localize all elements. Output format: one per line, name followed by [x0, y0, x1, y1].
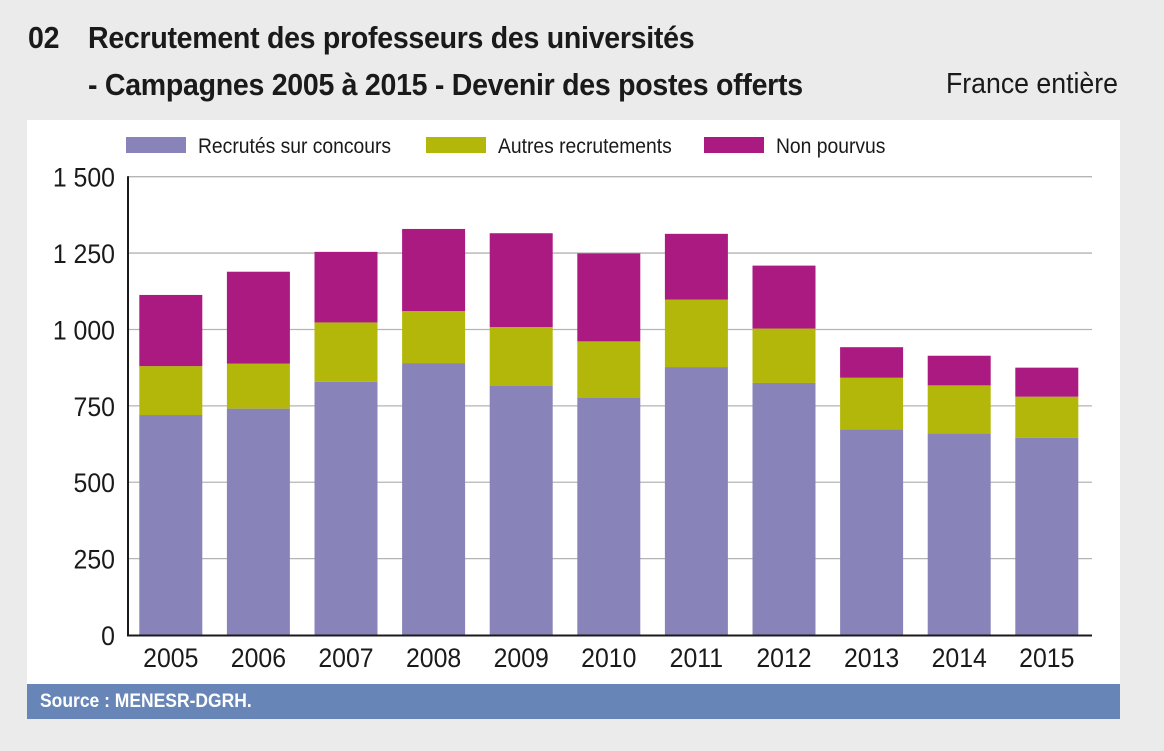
bar-segment: [840, 429, 904, 635]
bar-segment: [664, 299, 728, 368]
bar-segment: [226, 363, 290, 409]
y-tick-label: 250: [74, 546, 115, 575]
bar-segment: [752, 382, 816, 635]
x-tick-label: 2010: [581, 644, 636, 673]
legend-label: Autres recrutements: [498, 135, 672, 158]
y-tick-label: 500: [74, 469, 115, 498]
x-tick-label: 2006: [231, 644, 286, 673]
bar-segment: [1015, 367, 1079, 397]
bar-segment: [402, 311, 466, 364]
y-tick-label: 1 250: [53, 240, 115, 269]
legend-swatch: [426, 137, 486, 153]
bar-segment: [577, 397, 641, 635]
x-tick-label: 2005: [143, 644, 198, 673]
chart-title-line-2: - Campagnes 2005 à 2015 - Devenir des po…: [88, 67, 803, 102]
figure-number: 02: [28, 20, 60, 55]
bar-segment: [402, 363, 466, 635]
bar-segment: [139, 415, 203, 635]
bar-segment: [314, 381, 378, 635]
x-tick-label: 2011: [670, 644, 723, 673]
legend: Recrutés sur concours Autres recrutements…: [126, 135, 885, 158]
bar-segment: [402, 228, 466, 312]
legend-swatch: [126, 137, 186, 153]
source-text: Source : MENESR-DGRH.: [40, 691, 252, 712]
x-tick-label: 2009: [494, 644, 549, 673]
x-tick-label: 2012: [756, 644, 811, 673]
bar-segment: [489, 327, 553, 386]
y-tick-label: 0: [101, 622, 115, 651]
bar-segment: [927, 385, 991, 434]
chart-panel: Recrutés sur concours Autres recrutements…: [27, 120, 1120, 684]
legend-swatch: [704, 137, 764, 153]
bar-segment: [226, 408, 290, 635]
bar-segment: [314, 251, 378, 323]
stacked-bar-chart: Recrutés sur concours Autres recrutements…: [53, 135, 1092, 673]
x-tick-label: 2014: [932, 644, 987, 673]
chart-title-line-1: Recrutement des professeurs des universi…: [88, 20, 695, 55]
bar-segment: [139, 366, 203, 416]
bar-segment: [314, 322, 378, 382]
bar-segment: [1015, 396, 1079, 438]
bar-segment: [927, 433, 991, 635]
bar-segment: [840, 377, 904, 430]
x-tick-label: 2007: [318, 644, 373, 673]
bar-segment: [664, 367, 728, 635]
bar-segment: [927, 355, 991, 386]
bar-segment: [139, 294, 203, 367]
axes: [127, 176, 1092, 637]
x-tick-label: 2015: [1019, 644, 1074, 673]
bar-segment: [577, 253, 641, 342]
y-tick-labels: 0 250 500 750 1 000 1 250 1 500: [53, 164, 115, 651]
bar-segment: [752, 328, 816, 383]
bar-segment: [489, 385, 553, 635]
bars: [139, 228, 1079, 635]
source-band: Source : MENESR-DGRH.: [27, 684, 1120, 719]
bar-segment: [226, 271, 290, 364]
y-tick-label: 1 000: [53, 317, 115, 346]
legend-label: Non pourvus: [776, 135, 885, 158]
bar-segment: [577, 341, 641, 398]
x-tick-labels: 2005 2006 2007 2008 2009 2010 2011 2012 2013 2014…: [143, 644, 1074, 673]
y-tick-label: 1 500: [53, 164, 115, 193]
y-tick-label: 750: [74, 393, 115, 422]
bar-segment: [840, 347, 904, 378]
bar-segment: [752, 265, 816, 329]
bar-segment: [664, 233, 728, 300]
bar-segment: [489, 233, 553, 328]
scope-label: France entière: [945, 68, 1118, 100]
x-tick-label: 2013: [844, 644, 899, 673]
x-tick-label: 2008: [406, 644, 461, 673]
legend-label: Recrutés sur concours: [198, 135, 391, 158]
bar-segment: [1015, 437, 1079, 635]
